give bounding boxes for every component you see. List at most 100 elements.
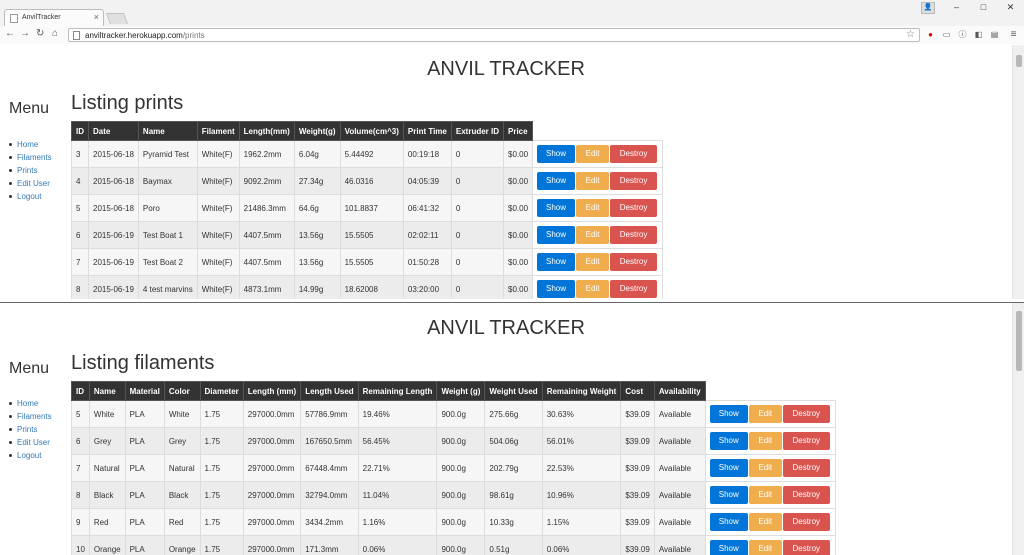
info-icon[interactable]: ⓘ — [958, 30, 967, 39]
table-cell: 04:05:39 — [402, 167, 452, 195]
show-button[interactable]: Show — [537, 172, 576, 190]
destroy-button[interactable]: Destroy — [610, 253, 658, 271]
edit-button[interactable]: Edit — [576, 280, 610, 298]
destroy-button[interactable]: Destroy — [610, 280, 658, 298]
edit-button[interactable]: Edit — [748, 432, 782, 450]
table-cell: 3434.2mm — [300, 508, 359, 536]
browser-tab[interactable]: AnvilTracker × — [4, 9, 104, 26]
table-cell: $39.09 — [620, 535, 655, 555]
minimize-button[interactable]: – — [953, 2, 959, 12]
edit-button[interactable]: Edit — [576, 172, 610, 190]
site-brand[interactable]: ANVIL TRACKER — [427, 58, 585, 80]
maximize-button[interactable]: □ — [980, 2, 987, 12]
reload-icon[interactable]: ↻ — [36, 28, 45, 39]
destroy-button[interactable]: Destroy — [782, 432, 830, 450]
destroy-button[interactable]: Destroy — [610, 172, 658, 190]
site-brand[interactable]: ANVIL TRACKER — [427, 317, 585, 339]
nav-filaments-link[interactable]: Filaments — [9, 410, 52, 423]
table-cell: 1.75 — [199, 481, 244, 509]
destroy-button[interactable]: Destroy — [782, 405, 830, 423]
extension-icon[interactable]: ◧ — [974, 30, 983, 39]
table-cell: 297000.0mm — [242, 454, 302, 482]
edit-button[interactable]: Edit — [748, 540, 782, 555]
column-header: Weight(g) — [293, 121, 341, 141]
table-cell: 202.79g — [484, 454, 543, 482]
table-cell: 98.61g — [484, 481, 543, 509]
destroy-button[interactable]: Destroy — [610, 199, 658, 217]
tab-title: AnvilTracker — [22, 14, 61, 21]
address-bar[interactable]: anviltracker.herokuapp.com/prints ☆ — [68, 28, 920, 42]
destroy-button[interactable]: Destroy — [782, 513, 830, 531]
nav-edit-user-link[interactable]: Edit User — [9, 436, 52, 449]
show-button[interactable]: Show — [537, 226, 576, 244]
show-button[interactable]: Show — [709, 405, 748, 423]
nav-logout-link[interactable]: Logout — [9, 449, 52, 462]
user-icon[interactable]: 👤 — [921, 2, 935, 14]
row-actions: Show Edit Destroy — [532, 140, 664, 168]
scrollbar[interactable] — [1012, 45, 1024, 299]
show-button[interactable]: Show — [537, 199, 576, 217]
destroy-button[interactable]: Destroy — [782, 540, 830, 555]
column-header: Cost — [620, 381, 655, 401]
side-nav: Home Filaments Prints Edit User Logout — [9, 397, 52, 462]
table-cell: White — [88, 400, 126, 428]
row-actions: Show Edit Destroy — [532, 167, 664, 195]
scrollbar-thumb[interactable] — [1016, 311, 1022, 371]
show-button[interactable]: Show — [709, 513, 748, 531]
edit-button[interactable]: Edit — [748, 405, 782, 423]
destroy-button[interactable]: Destroy — [782, 459, 830, 477]
show-button[interactable]: Show — [709, 486, 748, 504]
table-cell: Natural — [88, 454, 126, 482]
show-button[interactable]: Show — [709, 459, 748, 477]
edit-button[interactable]: Edit — [576, 226, 610, 244]
edit-button[interactable]: Edit — [748, 486, 782, 504]
row-actions: Show Edit Destroy — [704, 481, 836, 509]
nav-home-link[interactable]: Home — [9, 397, 52, 410]
table-cell: 6 — [71, 427, 90, 455]
nav-prints-link[interactable]: Prints — [9, 423, 52, 436]
scrollbar[interactable] — [1012, 303, 1024, 555]
show-button[interactable]: Show — [537, 253, 576, 271]
back-icon[interactable]: ← — [5, 28, 15, 39]
show-button[interactable]: Show — [537, 145, 576, 163]
nav-home-link[interactable]: Home — [9, 138, 52, 151]
nav-filaments-link[interactable]: Filaments — [9, 151, 52, 164]
column-header: Filament — [196, 121, 240, 141]
destroy-button[interactable]: Destroy — [782, 486, 830, 504]
table-cell: Available — [653, 427, 706, 455]
edit-button[interactable]: Edit — [748, 513, 782, 531]
menu-icon[interactable]: ≡ — [1010, 29, 1017, 40]
home-icon[interactable]: ⌂ — [52, 28, 59, 39]
table-cell: 15.5505 — [339, 248, 404, 276]
cast-icon[interactable]: ▭ — [942, 30, 951, 39]
table-cell: 297000.0mm — [242, 427, 302, 455]
opera-icon[interactable]: ● — [928, 30, 933, 39]
destroy-button[interactable]: Destroy — [610, 226, 658, 244]
edit-button[interactable]: Edit — [576, 199, 610, 217]
table-cell: Natural — [163, 454, 201, 482]
table-cell: $39.09 — [620, 481, 655, 509]
new-tab-button[interactable] — [105, 13, 129, 24]
table-cell: 2015-06-19 — [88, 275, 139, 299]
destroy-button[interactable]: Destroy — [610, 145, 658, 163]
close-window-button[interactable]: ✕ — [1006, 2, 1015, 12]
bookmark-star-icon[interactable]: ☆ — [906, 29, 915, 40]
scrollbar-thumb[interactable] — [1016, 55, 1022, 67]
nav-logout-link[interactable]: Logout — [9, 190, 52, 203]
table-cell: 6.04g — [293, 140, 341, 168]
edit-button[interactable]: Edit — [576, 253, 610, 271]
extension-2-icon[interactable]: ▤ — [990, 30, 999, 39]
show-button[interactable]: Show — [709, 432, 748, 450]
table-cell: 275.66g — [484, 400, 543, 428]
nav-edit-user-link[interactable]: Edit User — [9, 177, 52, 190]
show-button[interactable]: Show — [709, 540, 748, 555]
row-actions: Show Edit Destroy — [532, 221, 664, 249]
edit-button[interactable]: Edit — [748, 459, 782, 477]
page-title: Listing prints — [71, 92, 184, 114]
forward-icon[interactable]: → — [20, 28, 30, 39]
nav-prints-link[interactable]: Prints — [9, 164, 52, 177]
show-button[interactable]: Show — [537, 280, 576, 298]
edit-button[interactable]: Edit — [576, 145, 610, 163]
close-tab-icon[interactable]: × — [93, 12, 99, 22]
browser-toolbar: ← → ↻ ⌂ anviltracker.herokuapp.com/print… — [0, 26, 1024, 44]
